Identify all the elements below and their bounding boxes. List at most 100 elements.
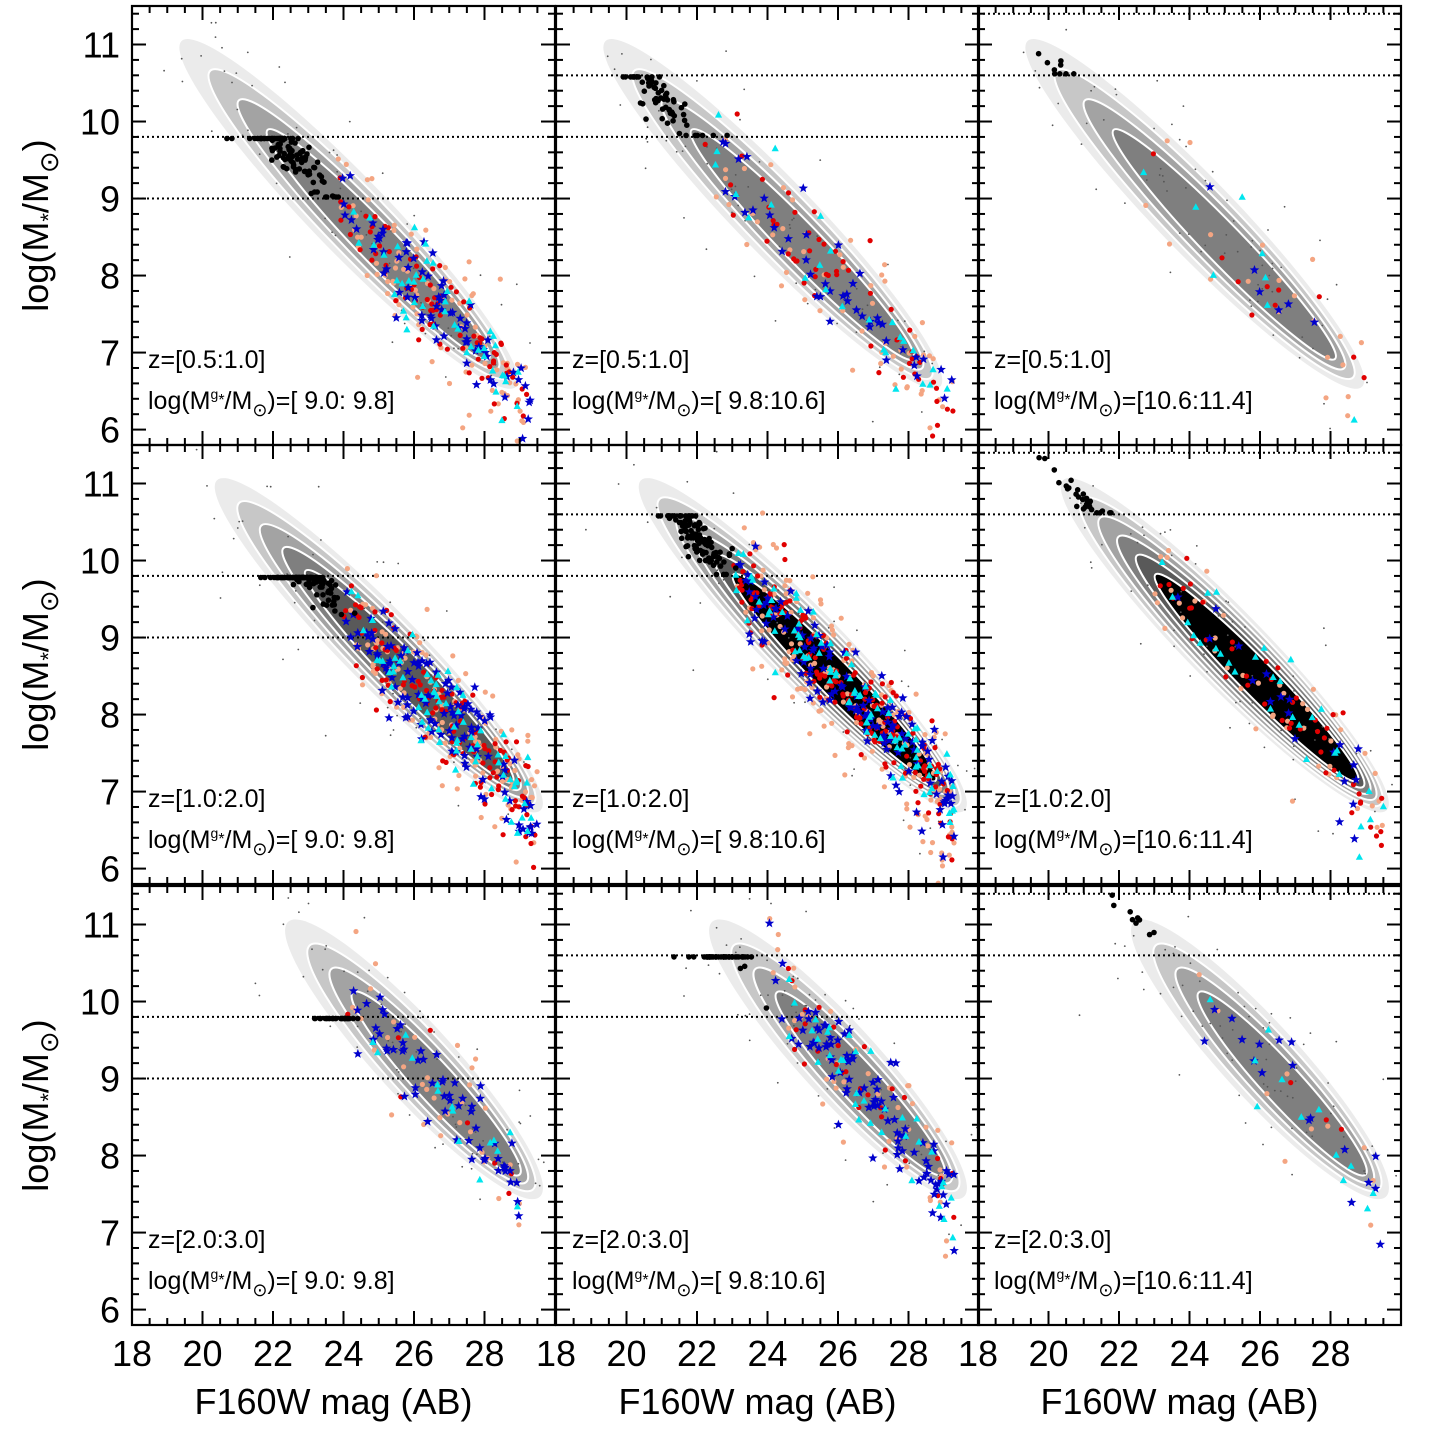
satellite-star [1309, 317, 1320, 327]
satellite-star [841, 1087, 851, 1097]
satellite-salmon [833, 1085, 839, 1091]
satellite-triangle [423, 670, 431, 678]
satellite-salmon [850, 367, 856, 373]
satellite-star [869, 1096, 879, 1106]
field-point [902, 819, 905, 822]
satellite-salmon [943, 1238, 950, 1244]
field-point [163, 69, 166, 72]
host-galaxy [335, 194, 342, 200]
satellite-triangle [901, 741, 909, 748]
field-point [387, 1039, 390, 1042]
satellite-triangle [410, 223, 419, 231]
satellite-star [447, 746, 457, 756]
field-point [633, 463, 635, 466]
field-point [397, 562, 400, 565]
host-galaxy [740, 954, 746, 960]
satellite-salmon [529, 777, 535, 783]
satellite-star [439, 331, 449, 341]
x-tick-label: 20 [606, 1333, 646, 1374]
satellite-triangle [714, 111, 723, 118]
satellite-salmon [840, 699, 847, 705]
satellite-triangle [862, 682, 870, 690]
satellite-triangle [771, 627, 779, 634]
satellite-red [430, 266, 436, 272]
satellite-star [936, 1212, 946, 1222]
satellite-triangle [465, 297, 473, 304]
satellite-star [1334, 816, 1345, 826]
host-galaxy [350, 1015, 356, 1022]
satellite-triangle [429, 322, 438, 329]
field-point [730, 188, 733, 191]
satellite-red [498, 340, 504, 346]
field-point [973, 767, 976, 770]
satellite-triangle [778, 608, 786, 615]
field-point [436, 1058, 438, 1061]
x-tick-label: 20 [1028, 1333, 1068, 1374]
mass-bin-label: log(Mg*/M⊙)=[ 9.8:10.6] [572, 386, 826, 420]
host-galaxy [700, 525, 707, 532]
satellite-salmon [1358, 340, 1364, 346]
host-galaxy [679, 523, 686, 529]
host-galaxy [224, 135, 230, 142]
satellite-star [428, 248, 438, 257]
host-galaxy [726, 551, 733, 557]
field-point [722, 578, 725, 581]
satellite-salmon [780, 226, 786, 232]
field-point [776, 1081, 779, 1084]
satellite-salmon [507, 761, 513, 767]
satellite-red [1272, 302, 1278, 308]
field-point [415, 726, 418, 729]
field-point [1159, 532, 1162, 535]
satellite-star [782, 611, 793, 620]
satellite-red [816, 1004, 822, 1011]
host-galaxy [720, 571, 727, 578]
satellite-star [373, 234, 383, 244]
satellite-salmon [373, 573, 379, 579]
satellite-salmon [759, 663, 765, 669]
satellite-red [821, 241, 827, 247]
host-galaxy [1044, 59, 1051, 66]
satellite-star [353, 1048, 363, 1058]
satellite-triangle [755, 598, 763, 605]
satellite-red [832, 248, 839, 254]
field-point [768, 636, 771, 638]
satellite-star [466, 1106, 476, 1116]
satellite-triangle [467, 733, 475, 741]
satellite-red [812, 655, 818, 661]
satellite-red [933, 385, 940, 391]
field-point [320, 539, 322, 541]
satellite-salmon [401, 704, 407, 711]
satellite-triangle [1158, 558, 1166, 565]
field-point [328, 151, 331, 154]
host-galaxy [281, 135, 288, 142]
x-axis-label: F160W mag (AB) [194, 1381, 472, 1422]
field-point [1156, 79, 1159, 82]
host-galaxy [320, 592, 326, 598]
field-point [1170, 554, 1173, 557]
satellite-red [812, 274, 818, 280]
satellite-triangle [502, 795, 510, 802]
host-galaxy [699, 132, 706, 139]
satellite-triangle [816, 261, 824, 268]
satellite-triangle [1269, 673, 1277, 680]
field-point [1034, 70, 1037, 72]
field-point [783, 990, 786, 992]
satellite-star [758, 600, 769, 610]
host-galaxy [355, 1015, 361, 1022]
satellite-salmon [844, 691, 851, 697]
field-point [307, 902, 310, 905]
satellite-star [467, 727, 477, 737]
satellite-salmon [912, 333, 918, 339]
satellite-star [798, 183, 808, 193]
satellite-triangle [814, 1058, 822, 1065]
satellite-star [925, 778, 936, 788]
field-point [856, 629, 858, 632]
satellite-salmon [741, 525, 747, 531]
satellite-red [882, 694, 888, 700]
field-point [210, 21, 213, 24]
satellite-star [933, 1179, 944, 1189]
y-tick-label: 11 [83, 464, 120, 505]
field-point [453, 761, 455, 764]
satellite-star [502, 371, 512, 381]
field-point [258, 994, 261, 997]
